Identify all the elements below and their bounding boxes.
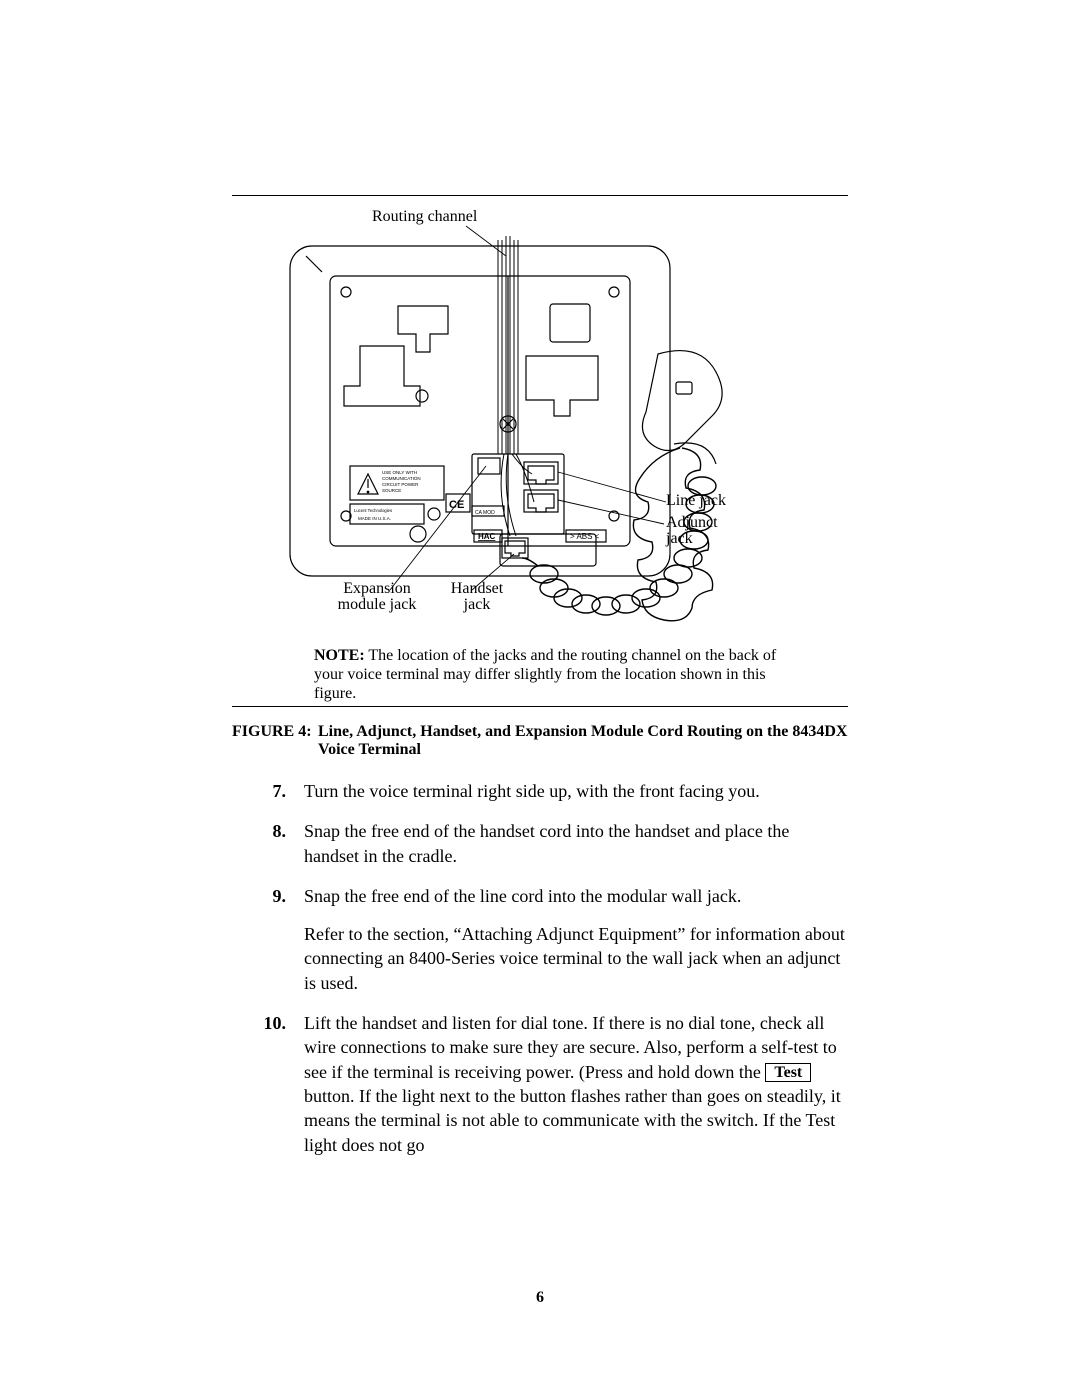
step-extra: Refer to the section, “Attaching Adjunct… — [304, 922, 848, 995]
warning-text-3: CIRCUIT POWER — [382, 482, 419, 487]
label-expansion-2: module jack — [324, 596, 430, 614]
mfg-text-2: MADE IN U.S.A. — [358, 516, 391, 521]
abs-text: > ABS < — [570, 532, 600, 541]
step-body: Snap the free end of the handset cord in… — [304, 819, 848, 868]
step-9: 9. Snap the free end of the line cord in… — [232, 884, 848, 995]
step-body: Lift the handset and listen for dial ton… — [304, 1011, 848, 1157]
warning-text-4: SOURCE — [382, 488, 401, 493]
label-line-jack: Line jack — [666, 492, 726, 510]
step-text: Turn the voice terminal right side up, w… — [304, 779, 848, 803]
figure-caption-text: Line, Adjunct, Handset, and Expansion Mo… — [318, 723, 848, 759]
figure-rule — [232, 706, 848, 707]
step-number: 7. — [232, 779, 304, 803]
ce-mark: CE — [449, 499, 464, 511]
step-10: 10. Lift the handset and listen for dial… — [232, 1011, 848, 1157]
step-number: 9. — [232, 884, 304, 995]
figure-note: NOTE: The location of the jacks and the … — [314, 646, 784, 704]
test-button-label: Test — [765, 1063, 811, 1083]
warning-text-2: COMMUNICATION — [382, 476, 421, 481]
camod-text: CA MOD — [475, 510, 495, 516]
figure-caption-label: FIGURE 4: — [232, 723, 318, 759]
step-body: Snap the free end of the line cord into … — [304, 884, 848, 995]
step-body: Turn the voice terminal right side up, w… — [304, 779, 848, 803]
figure-4: Routing channel — [232, 196, 848, 706]
mfg-text-1: Lucent Technologies — [354, 508, 392, 513]
page-number: 6 — [232, 1289, 848, 1307]
note-label: NOTE: — [314, 647, 365, 664]
figure-caption: FIGURE 4: Line, Adjunct, Handset, and Ex… — [232, 717, 848, 759]
label-handset-2: jack — [442, 596, 512, 614]
terminal-diagram: USE ONLY WITH COMMUNICATION CIRCUIT POWE… — [250, 196, 810, 641]
label-adjunct-2: jack — [666, 530, 693, 548]
note-text: The location of the jacks and the routin… — [314, 647, 776, 702]
step-7: 7. Turn the voice terminal right side up… — [232, 779, 848, 803]
step-text-pre: Lift the handset and listen for dial ton… — [304, 1013, 837, 1082]
step-text: Snap the free end of the handset cord in… — [304, 819, 848, 868]
step-number: 10. — [232, 1011, 304, 1157]
step-8: 8. Snap the free end of the handset cord… — [232, 819, 848, 868]
step-text: Lift the handset and listen for dial ton… — [304, 1011, 848, 1157]
page-content: Routing channel — [232, 195, 848, 1173]
step-text: Snap the free end of the line cord into … — [304, 884, 848, 908]
step-list: 7. Turn the voice terminal right side up… — [232, 779, 848, 1157]
step-number: 8. — [232, 819, 304, 868]
step-text-post: button. If the light next to the button … — [304, 1086, 841, 1155]
hac-text: HAC — [478, 532, 496, 541]
warning-text-1: USE ONLY WITH — [382, 470, 417, 475]
